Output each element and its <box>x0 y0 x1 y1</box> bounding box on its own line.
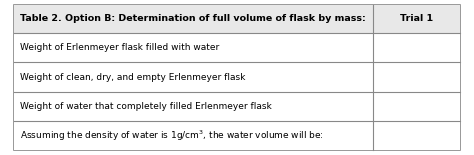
Text: Table 2. Option B: Determination of full volume of flask by mass:: Table 2. Option B: Determination of full… <box>19 14 365 23</box>
Bar <box>14 33 460 62</box>
Text: Assuming the density of water is 1g/cm$^{3}$, the water volume will be:: Assuming the density of water is 1g/cm$^… <box>19 128 323 143</box>
Bar <box>14 121 460 150</box>
Bar <box>14 92 460 121</box>
Text: Weight of water that completely filled Erlenmeyer flask: Weight of water that completely filled E… <box>19 102 271 111</box>
Bar <box>14 5 460 33</box>
Bar <box>14 62 460 92</box>
Text: Weight of Erlenmeyer flask filled with water: Weight of Erlenmeyer flask filled with w… <box>19 43 219 52</box>
Text: Weight of clean, dry, and empty Erlenmeyer flask: Weight of clean, dry, and empty Erlenmey… <box>19 73 245 82</box>
Text: Trial 1: Trial 1 <box>400 14 433 23</box>
